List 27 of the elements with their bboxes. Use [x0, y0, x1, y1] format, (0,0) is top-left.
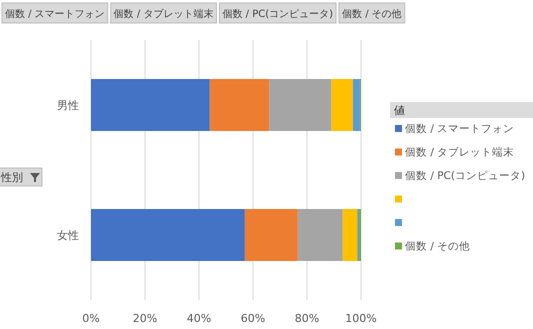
x-tick-label: 0% [82, 312, 100, 325]
x-tick-label: 40% [186, 312, 212, 325]
bar [352, 79, 360, 131]
bar [91, 79, 210, 131]
legend-label: 個数 / その他 [405, 240, 470, 252]
text: 個数 / タブレット端末 [114, 8, 214, 20]
bar [342, 209, 358, 261]
legend-label: 個数 / PC(コンピュータ) [405, 170, 526, 182]
x-tick-label: 100% [345, 312, 377, 325]
x-tick-label: 80% [294, 312, 320, 325]
bar [331, 79, 353, 131]
bar [269, 79, 332, 131]
y-tick-label: 女性 [57, 229, 79, 242]
text: 個数 / PC(コンピュータ) [222, 9, 334, 20]
y-axis-title: 性別 [0, 171, 23, 184]
legend-label: 個数 / スマートフォン [405, 123, 514, 135]
bar [210, 79, 270, 131]
bar [244, 209, 298, 261]
text: 個数 / その他 [342, 8, 402, 20]
legend-title: 値 [394, 104, 405, 117]
bar [298, 209, 343, 261]
y-tick-label: 男性 [57, 99, 79, 112]
x-tick-label: 60% [240, 312, 266, 325]
legend-label: 個数 / タブレット端末 [405, 146, 514, 158]
x-tick-label: 20% [132, 312, 158, 325]
bar [91, 209, 245, 261]
text: 個数 / スマートフォン [5, 9, 105, 20]
